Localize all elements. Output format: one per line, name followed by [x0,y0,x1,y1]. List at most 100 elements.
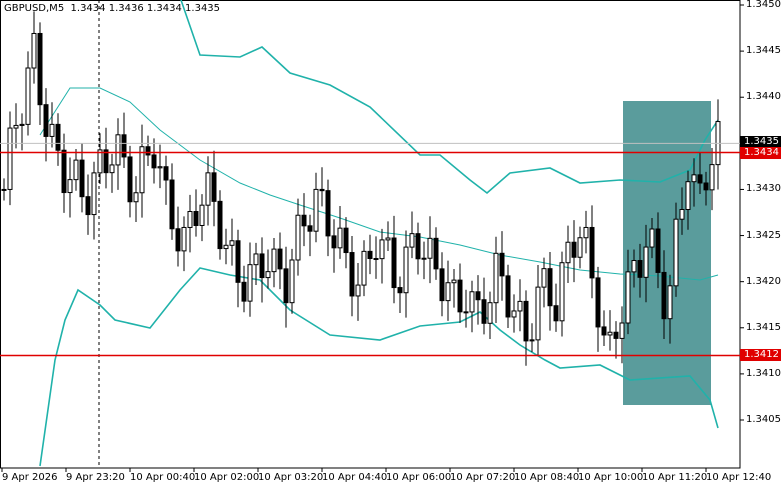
candlestick [331,219,337,273]
candle-body [127,156,133,203]
support-price-tag: 1.3412 [740,349,781,362]
candle-body [631,260,637,273]
candlestick [133,176,139,223]
candlestick [637,243,643,298]
candle-body [211,172,217,202]
candle-body [559,262,565,322]
candlestick [235,229,241,308]
price-tick-label: 1.3440 [746,91,781,103]
candle-body [709,164,715,191]
candle-body [667,285,673,320]
candlestick [229,218,235,266]
candlestick [577,226,583,269]
candlestick [457,263,463,323]
candle-body [397,287,403,294]
candle-body [607,331,613,336]
time-tick-label: 10 Apr 03:20 [258,472,324,483]
candlestick [679,187,685,235]
candlestick [367,234,373,275]
candle-body [541,268,547,288]
candlestick [553,283,559,332]
time-tick-label: 10 Apr 12:40 [706,472,772,483]
candlestick [463,289,469,328]
candlestick [271,238,277,288]
resistance-price-tag: 1.3434 [740,146,781,159]
plot-frame [0,0,741,469]
candlestick [85,174,91,235]
candle-body [373,258,379,261]
candlestick [691,158,697,207]
candlestick [649,217,655,259]
candlestick [103,127,109,189]
candlestick [115,118,121,190]
candlestick [505,264,511,329]
candle-body [67,179,73,194]
candle-body [415,233,421,260]
candle-body [313,188,319,232]
candle-body [1,188,7,191]
candle-body [409,233,415,248]
candle-body [691,174,697,183]
candle-body [217,200,223,250]
candlestick [709,148,715,211]
candlestick [469,280,475,333]
candlestick [283,246,289,328]
candlestick [127,145,133,218]
candlestick [61,133,67,213]
candlestick [163,155,169,205]
candle-body [37,32,43,106]
candle-body [265,271,271,279]
candle-body [571,241,577,258]
candle-body [175,228,181,252]
candle-body [583,226,589,239]
candle-body [181,226,187,252]
candle-body [337,227,343,249]
candlestick [139,124,145,218]
candlestick [67,157,73,218]
candle-body [391,237,397,289]
candlestick [595,266,601,352]
candle-body [319,188,325,192]
candlestick [205,156,211,226]
candle-body [103,149,109,174]
candlestick [517,279,523,332]
candle-body [247,264,253,302]
candle-body [463,311,469,314]
candlestick [481,277,487,335]
candle-body [169,179,175,230]
candlestick [307,214,313,257]
candlestick [373,236,379,279]
candle-body [523,300,529,342]
candle-body [13,124,19,129]
candle-body [439,268,445,302]
candlestick [199,194,205,242]
bollinger-middle-band [39,87,719,281]
candle-body [661,271,667,320]
candle-body [493,252,499,304]
price-tick-label: 1.3445 [746,45,781,57]
candle-body [589,226,595,279]
candlestick [559,251,565,337]
candle-body [97,149,103,174]
price-tick-label: 1.3430 [746,183,781,195]
candle-body [91,172,97,216]
candlestick [337,206,343,259]
candle-body [553,305,559,322]
candle-body [145,146,151,156]
time-tick-label: 9 Apr 2026 [2,472,58,483]
candle-body [349,252,355,297]
candle-body [547,268,553,307]
candlestick [685,170,691,230]
candlestick [439,252,445,317]
candle-body [271,248,277,273]
candle-body [595,277,601,328]
candle-body [283,268,289,304]
candle-body [61,149,67,194]
candlestick [427,216,433,284]
candlestick [547,252,553,331]
candlestick [319,167,325,207]
time-tick-label: 10 Apr 06:00 [386,472,452,483]
candlestick [97,133,103,184]
candle-body [55,123,61,151]
